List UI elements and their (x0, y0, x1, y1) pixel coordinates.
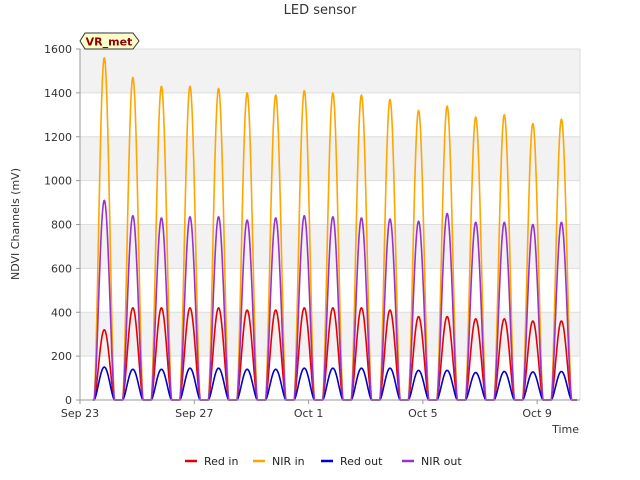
y-tick-label: 600 (51, 262, 72, 275)
legend-item-red-in: Red in (185, 455, 238, 468)
legend-item-red-out: Red out (321, 455, 383, 468)
x-tick-label: Oct 1 (294, 407, 324, 420)
y-tick-label: 200 (51, 350, 72, 363)
y-tick-labels: 0 200 400 600 800 1000 1200 1400 1600 (44, 43, 80, 407)
site-badge-text: VR_met (86, 36, 133, 49)
x-tick-label: Sep 23 (61, 407, 99, 420)
y-tick-label: 0 (65, 394, 72, 407)
legend-label: Red out (340, 455, 383, 468)
x-tick-label: Oct 5 (408, 407, 438, 420)
y-tick-label: 1200 (44, 131, 72, 144)
legend-label: Red in (204, 455, 238, 468)
chart-title: LED sensor (284, 3, 357, 18)
x-axis-label: Time (551, 423, 579, 436)
y-axis-label: NDVI Channels (mV) (9, 168, 22, 280)
x-tick-labels: Sep 23 Sep 27 Oct 1 Oct 5 Oct 9 (61, 400, 552, 420)
legend: Red in NIR in Red out NIR out (185, 455, 462, 468)
legend-item-nir-out: NIR out (402, 455, 462, 468)
legend-label: NIR in (272, 455, 305, 468)
plot-band (80, 49, 580, 93)
y-tick-label: 800 (51, 219, 72, 232)
y-tick-label: 1400 (44, 87, 72, 100)
legend-item-nir-in: NIR in (253, 455, 305, 468)
site-badge-shape (79, 32, 140, 50)
x-tick-label: Sep 27 (175, 407, 213, 420)
y-tick-label: 400 (51, 306, 72, 319)
site-badge: VR_met (79, 32, 140, 50)
x-tick-label: Oct 9 (522, 407, 552, 420)
y-tick-label: 1600 (44, 43, 72, 56)
legend-label: NIR out (421, 455, 462, 468)
y-tick-label: 1000 (44, 175, 72, 188)
